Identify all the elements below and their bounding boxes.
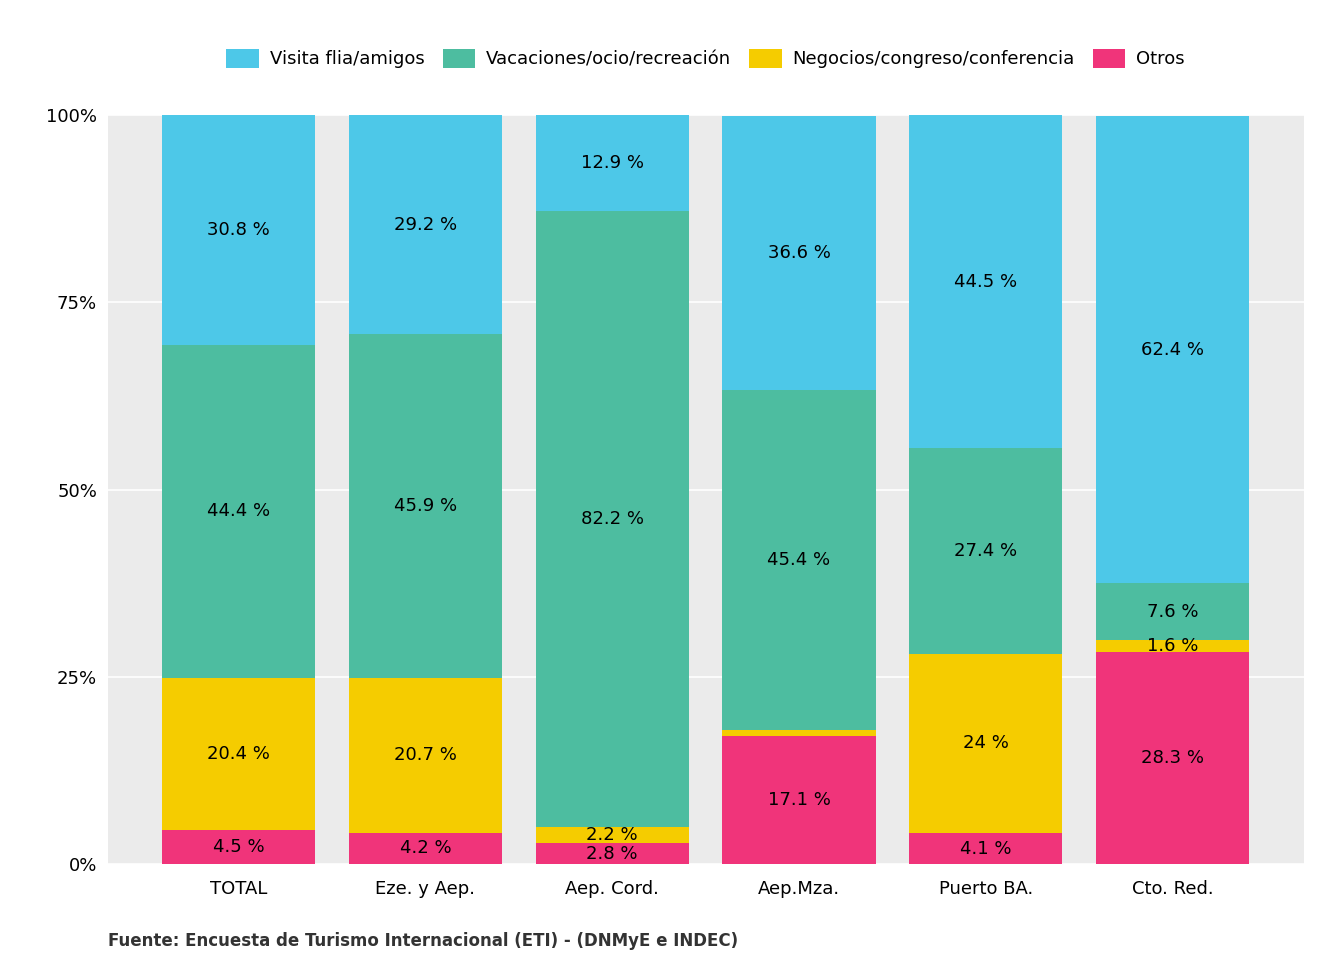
Bar	[1097, 640, 1250, 652]
Bar	[1097, 584, 1250, 640]
Text: 62.4 %: 62.4 %	[1141, 341, 1204, 359]
Text: 29.2 %: 29.2 %	[394, 216, 457, 233]
Text: 45.9 %: 45.9 %	[394, 496, 457, 515]
Text: 20.7 %: 20.7 %	[394, 746, 457, 764]
Text: 30.8 %: 30.8 %	[207, 221, 270, 239]
Bar	[910, 115, 1063, 448]
Bar	[161, 830, 314, 864]
Text: 44.5 %: 44.5 %	[954, 273, 1017, 291]
Bar	[723, 736, 876, 864]
Text: 82.2 %: 82.2 %	[581, 510, 644, 528]
Bar	[535, 843, 688, 864]
Text: 24 %: 24 %	[962, 734, 1009, 753]
Text: Fuente: Encuesta de Turismo Internacional (ETI) - (DNMyE e INDEC): Fuente: Encuesta de Turismo Internaciona…	[108, 932, 738, 950]
Bar	[348, 678, 501, 832]
Text: 28.3 %: 28.3 %	[1141, 749, 1204, 767]
Bar	[161, 678, 314, 830]
Text: 20.4 %: 20.4 %	[207, 745, 270, 763]
Text: 45.4 %: 45.4 %	[767, 551, 831, 569]
Text: 7.6 %: 7.6 %	[1146, 603, 1199, 621]
Bar	[910, 833, 1063, 864]
Bar	[161, 114, 314, 345]
Text: 44.4 %: 44.4 %	[207, 502, 270, 520]
Bar	[535, 211, 688, 827]
Text: 4.5 %: 4.5 %	[212, 838, 265, 856]
Legend: Visita flia/amigos, Vacaciones/ocio/recreación, Negocios/congreso/conferencia, O: Visita flia/amigos, Vacaciones/ocio/recr…	[219, 42, 1192, 76]
Text: 27.4 %: 27.4 %	[954, 542, 1017, 560]
Text: 12.9 %: 12.9 %	[581, 154, 644, 172]
Bar	[723, 390, 876, 730]
Bar	[348, 115, 501, 334]
Bar	[348, 832, 501, 864]
Bar	[348, 334, 501, 678]
Text: 17.1 %: 17.1 %	[767, 791, 831, 809]
Bar	[161, 345, 314, 678]
Text: 1.6 %: 1.6 %	[1146, 637, 1199, 655]
Bar	[535, 827, 688, 843]
Text: 4.2 %: 4.2 %	[399, 839, 452, 857]
Bar	[1097, 116, 1250, 584]
Bar	[535, 114, 688, 211]
Bar	[910, 654, 1063, 833]
Bar	[723, 116, 876, 390]
Text: 36.6 %: 36.6 %	[767, 244, 831, 262]
Text: 2.8 %: 2.8 %	[586, 845, 638, 862]
Bar	[910, 448, 1063, 654]
Bar	[723, 730, 876, 736]
Text: 4.1 %: 4.1 %	[960, 840, 1012, 857]
Text: 2.2 %: 2.2 %	[586, 826, 638, 844]
Bar	[1097, 652, 1250, 864]
